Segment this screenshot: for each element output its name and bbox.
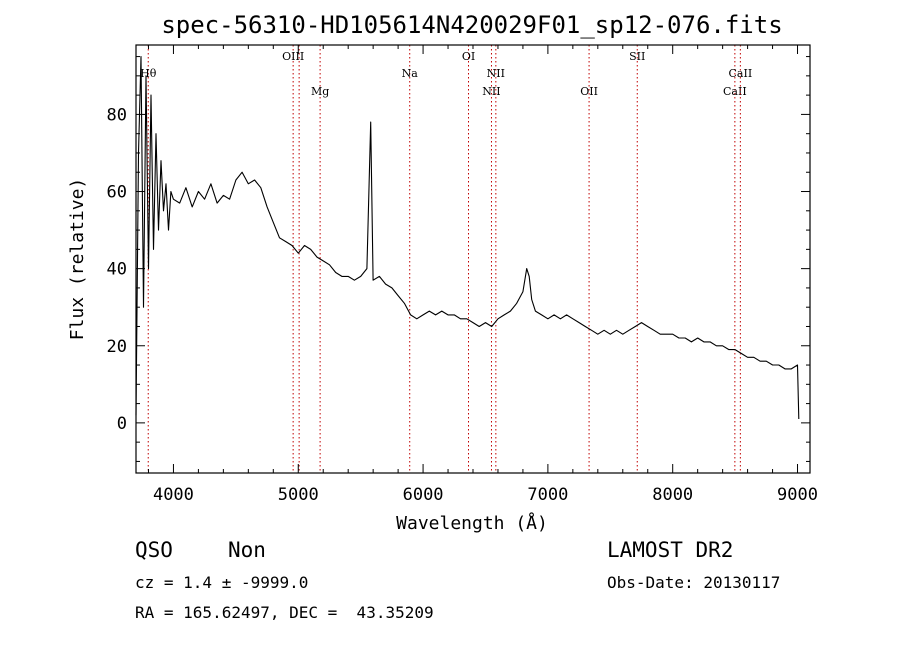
redshift-cz: cz = 1.4 ± -9999.0 [135, 573, 309, 592]
line-label-5: OI [462, 50, 475, 63]
line-label-7: NII [487, 67, 505, 80]
y-tick-label-40: 40 [107, 260, 127, 280]
line-label-9: SII [629, 50, 645, 63]
x-tick-label-5000: 5000 [278, 485, 319, 505]
spectrum-chart: spec-56310-HD105614N420029F01_sp12-076.f… [67, 11, 818, 534]
y-tick-label-80: 80 [107, 105, 127, 125]
ra-dec-coords: RA = 165.62497, DEC = 43.35209 [135, 603, 434, 622]
y-tick-label-0: 0 [117, 414, 127, 434]
line-label-0: Hθ [140, 67, 157, 80]
x-tick-label-8000: 8000 [652, 485, 693, 505]
x-tick-label-6000: 6000 [403, 485, 444, 505]
line-label-4: Na [402, 67, 419, 80]
y-tick-label-20: 20 [107, 337, 127, 357]
line-label-6: NII [482, 85, 500, 98]
x-tick-label-4000: 4000 [153, 485, 194, 505]
chart-title: spec-56310-HD105614N420029F01_sp12-076.f… [161, 11, 782, 39]
survey-name: LAMOST DR2 [607, 538, 734, 562]
y-axis-label: Flux (relative) [67, 178, 88, 341]
line-label-11: CaII [729, 67, 753, 80]
spectrum-series-0 [135, 56, 800, 420]
obs-date: Obs-Date: 20130117 [607, 573, 781, 592]
line-label-10: CaII [723, 85, 747, 98]
object-subclass: Non [228, 538, 266, 562]
line-label-3: Mg [311, 85, 329, 98]
x-axis-label: Wavelength (Å) [396, 512, 548, 534]
object-class: QSO [135, 538, 173, 562]
line-label-1: OIII [282, 50, 304, 63]
x-tick-label-7000: 7000 [527, 485, 568, 505]
x-tick-label-9000: 9000 [777, 485, 818, 505]
line-label-8: OII [580, 85, 598, 98]
y-tick-label-60: 60 [107, 183, 127, 203]
plot-frame [135, 44, 811, 474]
